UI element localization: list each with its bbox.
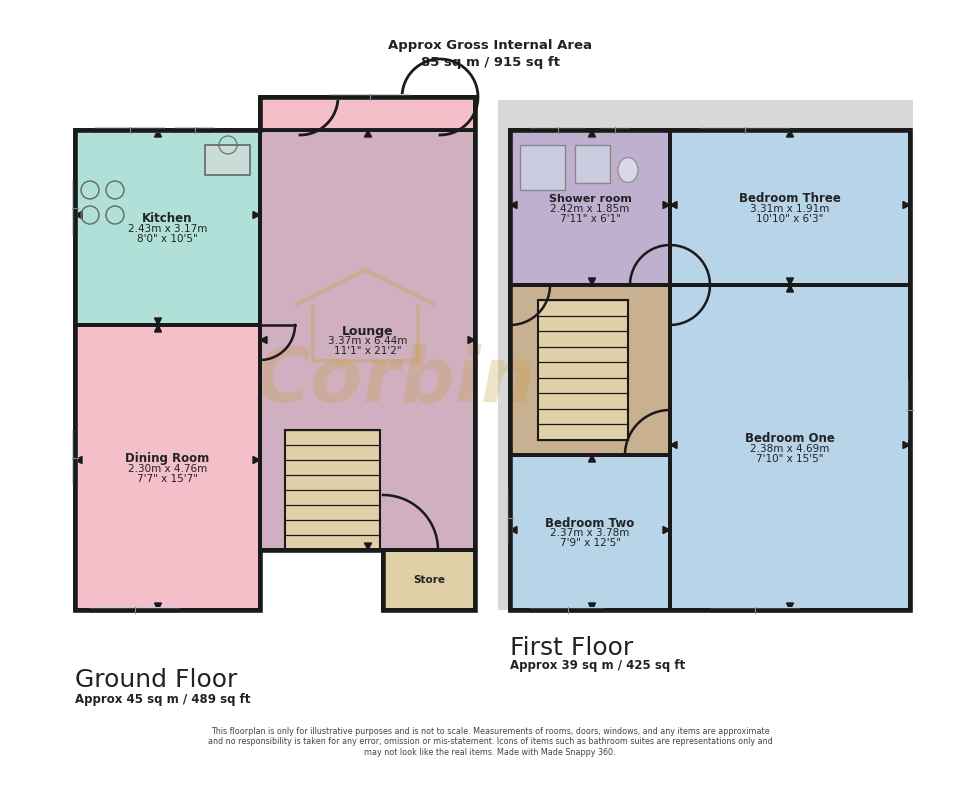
Polygon shape bbox=[787, 278, 794, 285]
Bar bbox=[498, 100, 913, 610]
Bar bbox=[575, 145, 610, 183]
Bar bbox=[670, 285, 910, 610]
Bar bbox=[205, 145, 250, 175]
Polygon shape bbox=[75, 211, 82, 219]
Bar bbox=[510, 455, 670, 610]
Text: This floorplan is only for illustrative purposes and is not to scale. Measuremen: This floorplan is only for illustrative … bbox=[208, 727, 772, 757]
Bar bbox=[260, 97, 475, 130]
Polygon shape bbox=[589, 603, 596, 610]
Text: 2.37m x 3.78m: 2.37m x 3.78m bbox=[551, 528, 630, 539]
Bar bbox=[330, 94, 410, 100]
Polygon shape bbox=[468, 337, 475, 344]
Bar bbox=[510, 285, 670, 455]
Text: 7'9" x 12'5": 7'9" x 12'5" bbox=[560, 539, 620, 549]
Bar bbox=[538, 300, 628, 440]
Polygon shape bbox=[75, 456, 82, 463]
Bar bbox=[600, 127, 630, 133]
Bar bbox=[507, 490, 513, 545]
Bar bbox=[285, 430, 380, 550]
Polygon shape bbox=[663, 527, 670, 534]
Text: Kitchen: Kitchen bbox=[142, 212, 193, 225]
Text: 85 sq m / 915 sq ft: 85 sq m / 915 sq ft bbox=[420, 55, 560, 68]
Text: Approx 45 sq m / 489 sq ft: Approx 45 sq m / 489 sq ft bbox=[75, 694, 251, 706]
Bar bbox=[530, 127, 585, 133]
Text: 7'7" x 15'7": 7'7" x 15'7" bbox=[137, 474, 198, 483]
Bar bbox=[520, 145, 565, 190]
Polygon shape bbox=[510, 527, 517, 534]
Polygon shape bbox=[155, 130, 162, 137]
Text: 2.38m x 4.69m: 2.38m x 4.69m bbox=[751, 444, 830, 454]
Text: Shower room: Shower room bbox=[549, 193, 631, 204]
Bar bbox=[75, 130, 260, 325]
Bar bbox=[285, 430, 380, 550]
Polygon shape bbox=[260, 337, 267, 344]
Bar bbox=[907, 380, 913, 440]
Polygon shape bbox=[787, 603, 794, 610]
Polygon shape bbox=[663, 201, 670, 208]
Polygon shape bbox=[670, 201, 677, 208]
Bar bbox=[383, 550, 475, 610]
Text: Dining Room: Dining Room bbox=[125, 452, 210, 465]
Polygon shape bbox=[365, 130, 371, 137]
Text: 7'10" x 15'5": 7'10" x 15'5" bbox=[757, 454, 824, 463]
Polygon shape bbox=[903, 201, 910, 208]
Polygon shape bbox=[589, 130, 596, 137]
Text: 11'1" x 21'2": 11'1" x 21'2" bbox=[333, 346, 402, 356]
Bar bbox=[95, 127, 165, 133]
Bar bbox=[700, 127, 790, 133]
Bar bbox=[510, 130, 670, 285]
Bar bbox=[72, 180, 78, 235]
Polygon shape bbox=[155, 325, 162, 332]
Polygon shape bbox=[670, 441, 677, 448]
Text: Approx 39 sq m / 425 sq ft: Approx 39 sq m / 425 sq ft bbox=[510, 660, 685, 672]
Text: 3.31m x 1.91m: 3.31m x 1.91m bbox=[751, 204, 830, 214]
Polygon shape bbox=[903, 441, 910, 448]
Bar bbox=[670, 130, 910, 285]
Polygon shape bbox=[787, 130, 794, 137]
Text: 2.42m x 1.85m: 2.42m x 1.85m bbox=[551, 204, 630, 214]
Bar bbox=[510, 285, 670, 455]
Polygon shape bbox=[155, 318, 162, 325]
Text: Ground Floor: Ground Floor bbox=[75, 668, 237, 692]
Text: Approx Gross Internal Area: Approx Gross Internal Area bbox=[388, 39, 592, 51]
Text: First Floor: First Floor bbox=[510, 636, 633, 660]
Text: 10'10" x 6'3": 10'10" x 6'3" bbox=[757, 214, 823, 223]
Text: Bedroom Three: Bedroom Three bbox=[739, 192, 841, 205]
Text: 8'0" x 10'5": 8'0" x 10'5" bbox=[137, 234, 198, 243]
Bar bbox=[72, 430, 78, 485]
Text: Store: Store bbox=[413, 575, 445, 585]
Bar bbox=[530, 607, 605, 613]
Text: Corbin: Corbin bbox=[255, 343, 536, 417]
Polygon shape bbox=[253, 456, 260, 463]
Polygon shape bbox=[365, 543, 371, 550]
Polygon shape bbox=[787, 285, 794, 292]
Polygon shape bbox=[155, 603, 162, 610]
Text: Bedroom One: Bedroom One bbox=[745, 432, 835, 445]
Text: Bedroom Two: Bedroom Two bbox=[546, 517, 635, 530]
Bar bbox=[75, 325, 260, 610]
Bar bbox=[90, 607, 180, 613]
Polygon shape bbox=[589, 455, 596, 462]
Text: 3.37m x 6.44m: 3.37m x 6.44m bbox=[328, 336, 407, 346]
Polygon shape bbox=[510, 201, 517, 208]
Text: 7'11" x 6'1": 7'11" x 6'1" bbox=[560, 214, 620, 223]
Text: Lounge: Lounge bbox=[342, 325, 393, 337]
Text: 2.43m x 3.17m: 2.43m x 3.17m bbox=[127, 223, 207, 234]
Text: 2.30m x 4.76m: 2.30m x 4.76m bbox=[127, 463, 207, 474]
Bar bbox=[175, 127, 215, 133]
Polygon shape bbox=[253, 211, 260, 219]
Ellipse shape bbox=[618, 158, 638, 182]
Polygon shape bbox=[589, 278, 596, 285]
Bar bbox=[710, 607, 800, 613]
Bar bbox=[260, 130, 475, 550]
